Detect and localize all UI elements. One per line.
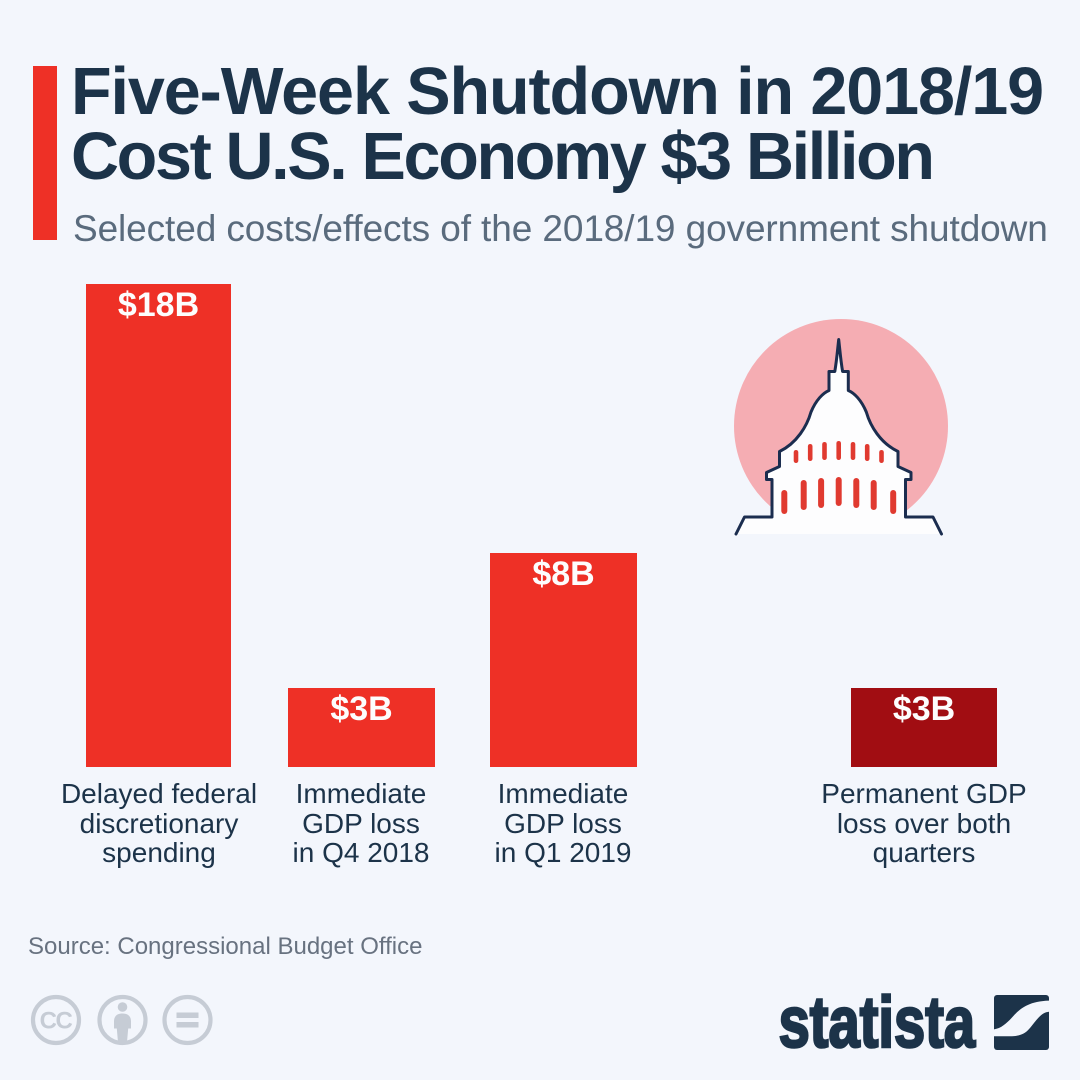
svg-text:CC: CC — [40, 1008, 73, 1035]
svg-text:statista: statista — [779, 990, 977, 1063]
